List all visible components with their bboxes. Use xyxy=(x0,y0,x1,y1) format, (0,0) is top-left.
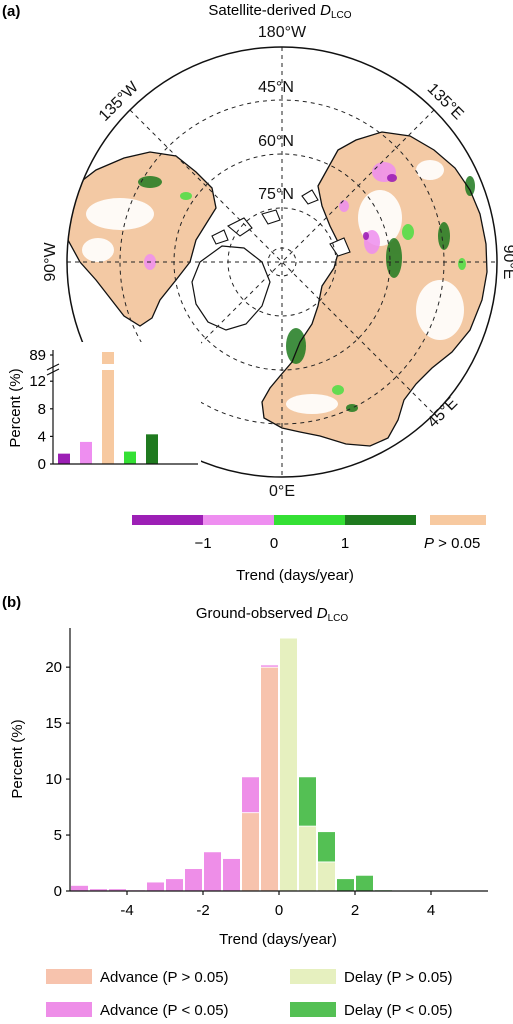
histogram-bar xyxy=(241,812,260,892)
histogram-xtick-label: -4 xyxy=(120,902,133,919)
lat-label-60n: 60°N xyxy=(258,133,294,150)
colorbar-swatch xyxy=(203,515,274,525)
inset-bar xyxy=(124,451,136,464)
legend: Advance (P > 0.05) Delay (P > 0.05) Adva… xyxy=(46,969,453,1019)
legend-label-delay-nonsig: Delay (P > 0.05) xyxy=(344,969,453,986)
inset-ytick-label: 4 xyxy=(38,428,46,445)
colorbar-nonsig-swatch xyxy=(430,515,486,525)
histogram-xlabel: Trend (days/year) xyxy=(219,931,337,948)
histogram-bar xyxy=(279,637,298,892)
histogram-bar xyxy=(222,858,241,892)
histogram-xtick-label: 4 xyxy=(427,902,435,919)
land-eurasia xyxy=(262,132,487,446)
histogram-bar xyxy=(355,874,374,892)
inset-bar xyxy=(80,441,92,464)
colorbar-tick-1: 1 xyxy=(341,535,349,552)
legend-swatch-delay-nonsig xyxy=(290,969,336,984)
histogram-ytick-label: 5 xyxy=(54,827,62,844)
colorbar-xlabel: Trend (days/year) xyxy=(236,567,354,584)
histogram-ytick-label: 20 xyxy=(45,659,62,676)
histogram-ylabel: Percent (%) xyxy=(9,719,26,798)
land-north-america xyxy=(67,152,216,326)
colorbar-swatch xyxy=(274,515,345,525)
histogram-bar xyxy=(146,881,165,892)
colorbar-tick-0: 0 xyxy=(270,535,278,552)
inset-bar-break xyxy=(101,364,115,370)
colorbar-nonsig-label: P > 0.05 xyxy=(424,535,480,552)
lat-label-75n: 75°N xyxy=(258,186,294,203)
colorbar-tick-m1: −1 xyxy=(194,535,211,552)
legend-label-advance-nonsig: Advance (P > 0.05) xyxy=(100,969,229,986)
inset-ytick-label: 89 xyxy=(29,347,46,364)
histogram-bar xyxy=(184,868,203,892)
legend-label-advance-sig: Advance (P < 0.05) xyxy=(100,1002,229,1019)
panel-a-label: (a) xyxy=(2,3,20,20)
trend-speckles xyxy=(138,162,475,412)
panel-a-title: Satellite-derived DLCO xyxy=(208,2,351,21)
colorbar: −1 0 1 P > 0.05 Trend (days/year) xyxy=(132,515,486,584)
histogram-ytick-label: 15 xyxy=(45,715,62,732)
histogram-xtick-label: 2 xyxy=(351,902,359,919)
lon-label-90w: 90°W xyxy=(42,241,59,281)
inset-bar xyxy=(146,434,158,464)
inset-chart: 0 4 8 12 89 Percent (%) xyxy=(7,342,201,473)
inset-ylabel: Percent (%) xyxy=(7,368,24,447)
inset-bar xyxy=(102,352,114,464)
land-greenland xyxy=(191,245,271,331)
inset-ytick-label: 0 xyxy=(38,456,46,473)
lon-label-0e: 0°E xyxy=(269,483,295,500)
histogram-bar xyxy=(298,776,317,827)
legend-swatch-advance-sig xyxy=(46,1002,92,1017)
inset-ytick-label: 12 xyxy=(29,373,46,390)
histogram-bar xyxy=(317,861,336,892)
histogram-ytick-label: 10 xyxy=(45,771,62,788)
histogram-bar xyxy=(317,831,336,863)
histogram-bar xyxy=(165,878,184,892)
panel-b-title: Ground-observed DLCO xyxy=(196,605,349,624)
inset-bar xyxy=(58,453,70,464)
inset-ytick-label: 8 xyxy=(38,401,46,418)
lon-label-180w: 180°W xyxy=(258,24,307,41)
panel-b-label: (b) xyxy=(2,594,21,611)
histogram-bar xyxy=(203,851,222,892)
histogram-ytick-label: 0 xyxy=(54,883,62,900)
lon-label-90e: 90°E xyxy=(500,245,513,280)
histogram-bar xyxy=(241,776,260,814)
histogram-bar xyxy=(70,885,89,892)
histogram-bar xyxy=(336,878,355,892)
axis-break xyxy=(46,363,60,376)
histogram-xtick-label: 0 xyxy=(275,902,283,919)
lat-label-45n: 45°N xyxy=(258,79,294,96)
legend-swatch-delay-sig xyxy=(290,1002,336,1017)
colorbar-swatch xyxy=(132,515,203,525)
histogram-bar xyxy=(298,825,317,892)
legend-label-delay-sig: Delay (P < 0.05) xyxy=(344,1002,453,1019)
colorbar-swatch xyxy=(345,515,416,525)
legend-swatch-advance-nonsig xyxy=(46,969,92,984)
histogram: -4 -2 0 2 4 0 5 10 15 20 Trend (days/year) Perce… xyxy=(9,628,488,948)
histogram-bar xyxy=(260,664,279,668)
histogram-bar xyxy=(260,666,279,892)
histogram-xtick-label: -2 xyxy=(196,902,209,919)
